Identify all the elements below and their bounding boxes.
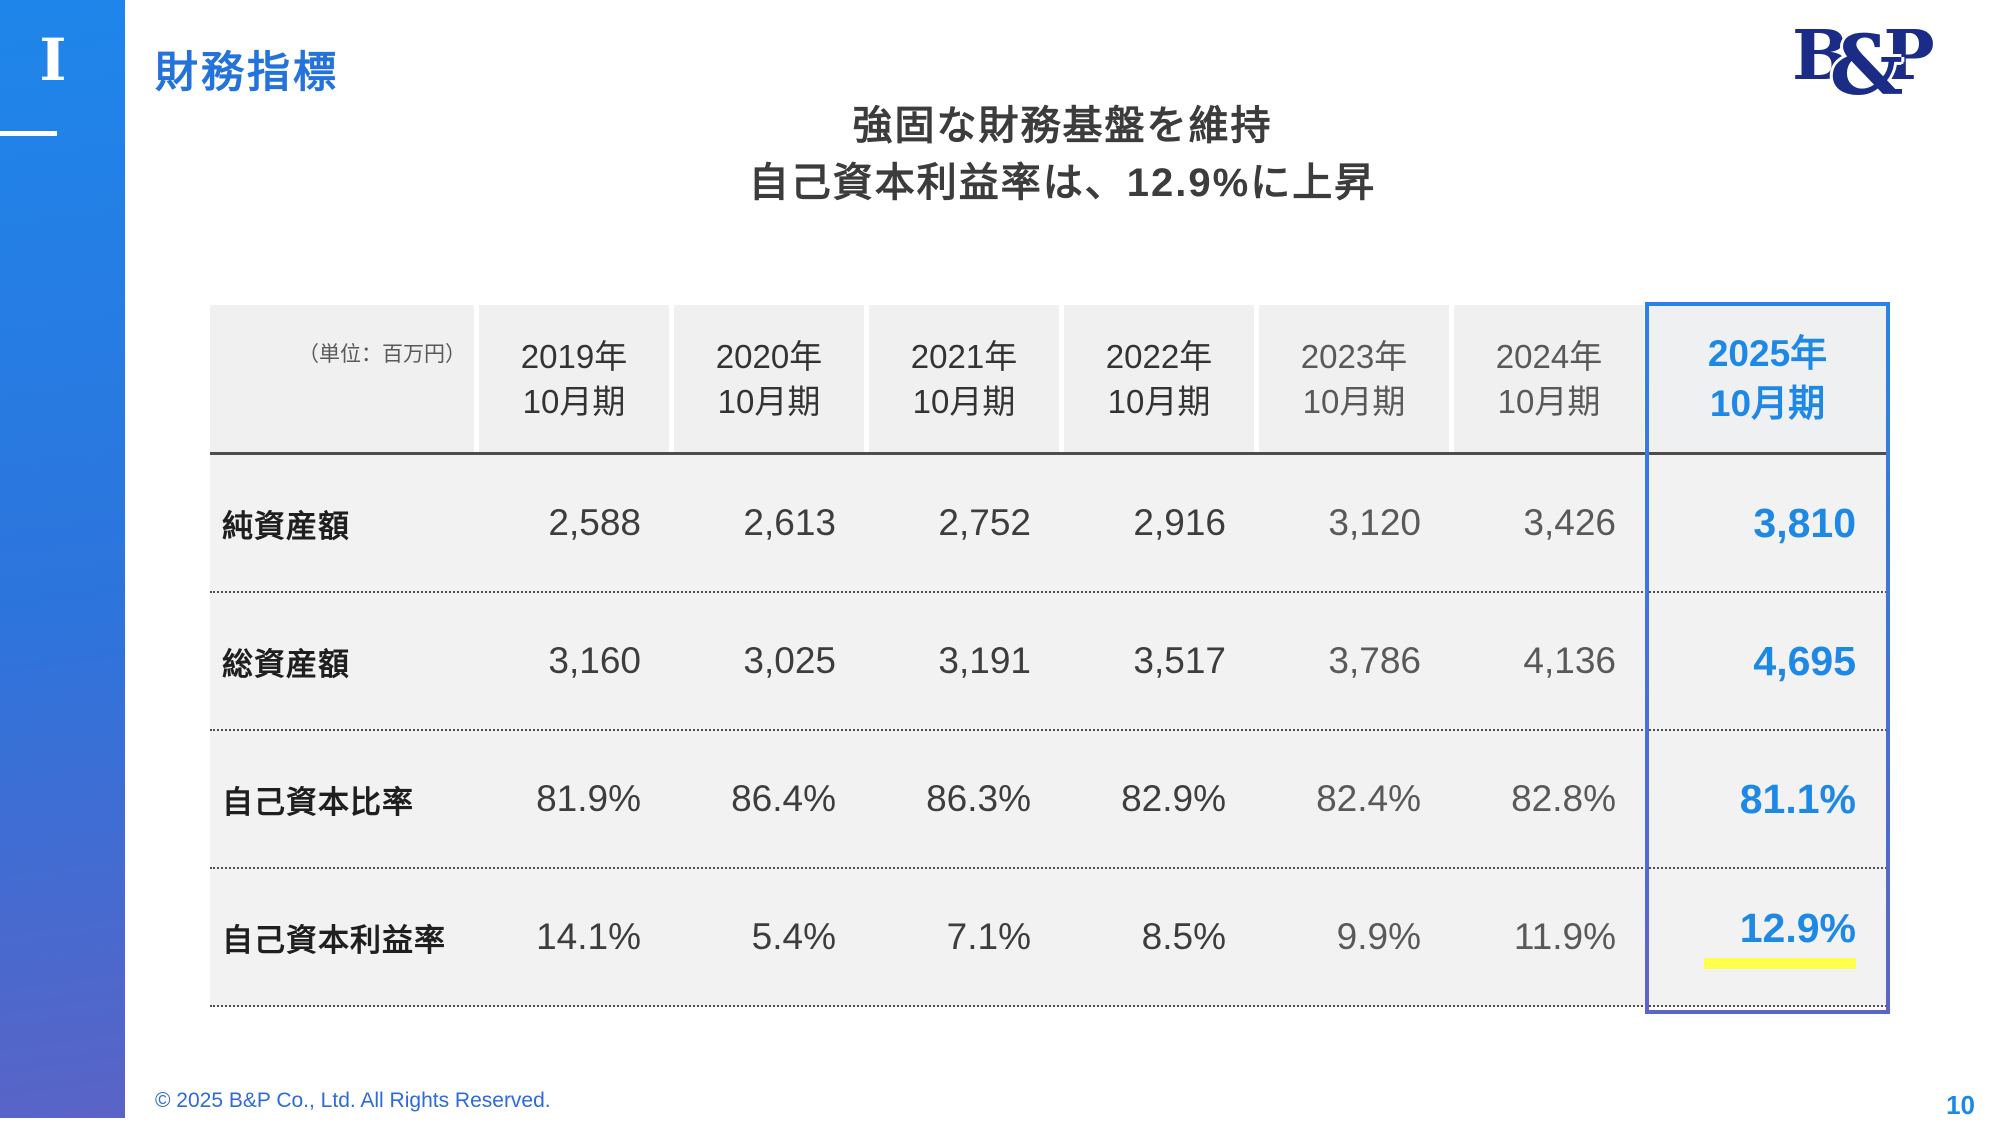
table-cell: 9.9%	[1336, 916, 1421, 957]
row-label: 総資産額	[222, 646, 350, 682]
column-header-2019: 2019年 10月期	[479, 305, 669, 452]
table-cell: 2,588	[548, 502, 641, 543]
table-cell: 82.8%	[1511, 778, 1616, 819]
table-cell: 3,517	[1133, 640, 1226, 681]
company-logo: B & P	[1792, 16, 1935, 114]
table-row-total-assets: 総資産額 3,160 3,025 3,191 3,517 3,786 4,136…	[210, 593, 1890, 731]
column-year: 2024年	[1495, 337, 1603, 375]
table-row-equity-ratio: 自己資本比率 81.9% 86.4% 86.3% 82.9% 82.4% 82.…	[210, 731, 1890, 869]
sidebar-accent-bar: I	[0, 0, 125, 1118]
column-header-2022: 2022年 10月期	[1064, 305, 1254, 452]
column-year: 2020年	[715, 337, 823, 375]
row-label: 自己資本利益率	[222, 922, 446, 958]
table-cell: 8.5%	[1141, 916, 1226, 957]
table-cell: 7.1%	[946, 916, 1031, 957]
column-header-2023: 2023年 10月期	[1259, 305, 1449, 452]
table-cell: 82.4%	[1316, 778, 1421, 819]
column-year: 2023年	[1300, 337, 1408, 375]
table-cell: 14.1%	[536, 916, 641, 957]
heading-line-1: 強固な財務基盤を維持	[852, 104, 1273, 148]
table-cell: 81.9%	[536, 778, 641, 819]
column-period: 10月期	[1107, 382, 1211, 420]
table-cell: 82.9%	[1121, 778, 1226, 819]
table-cell-current: 3,810	[1753, 499, 1856, 546]
table-cell: 2,613	[743, 502, 836, 543]
column-period: 10月期	[912, 382, 1016, 420]
financial-table: （単位：百万円） 2019年 10月期 2020年 10月期 2021年 10月…	[210, 305, 1890, 1007]
table-row-net-assets: 純資産額 2,588 2,613 2,752 2,916 3,120 3,426…	[210, 455, 1890, 593]
table-cell: 3,025	[743, 640, 836, 681]
column-period: 10月期	[522, 382, 626, 420]
column-header-2024: 2024年 10月期	[1454, 305, 1644, 452]
section-marker: I	[39, 26, 67, 94]
table-cell: 3,786	[1328, 640, 1421, 681]
logo-letter-b: B	[1792, 16, 1850, 96]
table-cell: 3,120	[1328, 502, 1421, 543]
logo-ampersand: &	[1829, 18, 1904, 114]
section-marker-underline	[0, 131, 57, 136]
table-cell-current: 4,695	[1753, 637, 1856, 684]
table-cell-current: 12.9%	[1649, 869, 1886, 1005]
page-title: 財務指標	[155, 49, 339, 97]
logo-letter-p: P	[1883, 16, 1935, 96]
table-cell: 2,916	[1133, 502, 1226, 543]
column-year: 2021年	[910, 337, 1018, 375]
roe-current-value: 12.9%	[1739, 905, 1856, 951]
table-cell: 86.4%	[731, 778, 836, 819]
row-label: 自己資本比率	[222, 784, 414, 820]
table-body: 純資産額 2,588 2,613 2,752 2,916 3,120 3,426…	[210, 455, 1890, 1007]
table-cell: 11.9%	[1513, 916, 1616, 957]
table-header-row: （単位：百万円） 2019年 10月期 2020年 10月期 2021年 10月…	[210, 305, 1890, 452]
unit-label: （単位：百万円）	[210, 305, 474, 452]
column-header-2025: 2025年 10月期	[1649, 305, 1886, 452]
copyright-text: © 2025 B&P Co., Ltd. All Rights Reserved…	[155, 1089, 551, 1112]
column-year: 2022年	[1105, 337, 1213, 375]
header-divider-line	[210, 452, 1890, 455]
heading-line-2: 自己資本利益率は、12.9%に上昇	[748, 161, 1377, 205]
table-cell: 3,426	[1523, 502, 1616, 543]
table-cell: 4,136	[1523, 640, 1616, 681]
column-year: 2019年	[520, 337, 628, 375]
page-number: 10	[1946, 1090, 1975, 1120]
table-cell: 3,191	[938, 640, 1031, 681]
column-header-2021: 2021年 10月期	[869, 305, 1059, 452]
row-label: 純資産額	[222, 508, 350, 544]
table-cell: 5.4%	[751, 916, 836, 957]
column-period: 10月期	[717, 382, 821, 420]
yellow-highlight-underline	[1704, 958, 1856, 969]
column-year: 2025年	[1707, 332, 1828, 374]
table-cell: 86.3%	[926, 778, 1031, 819]
table-cell: 2,752	[938, 502, 1031, 543]
column-period: 10月期	[1497, 382, 1601, 420]
column-header-2020: 2020年 10月期	[674, 305, 864, 452]
table-cell-current: 81.1%	[1739, 775, 1856, 822]
column-period: 10月期	[1709, 382, 1826, 424]
table-cell: 3,160	[548, 640, 641, 681]
slide-heading: 強固な財務基盤を維持 自己資本利益率は、12.9%に上昇	[125, 98, 2000, 212]
table-row-roe: 自己資本利益率 14.1% 5.4% 7.1% 8.5% 9.9% 11.9% …	[210, 869, 1890, 1007]
column-period: 10月期	[1302, 382, 1406, 420]
